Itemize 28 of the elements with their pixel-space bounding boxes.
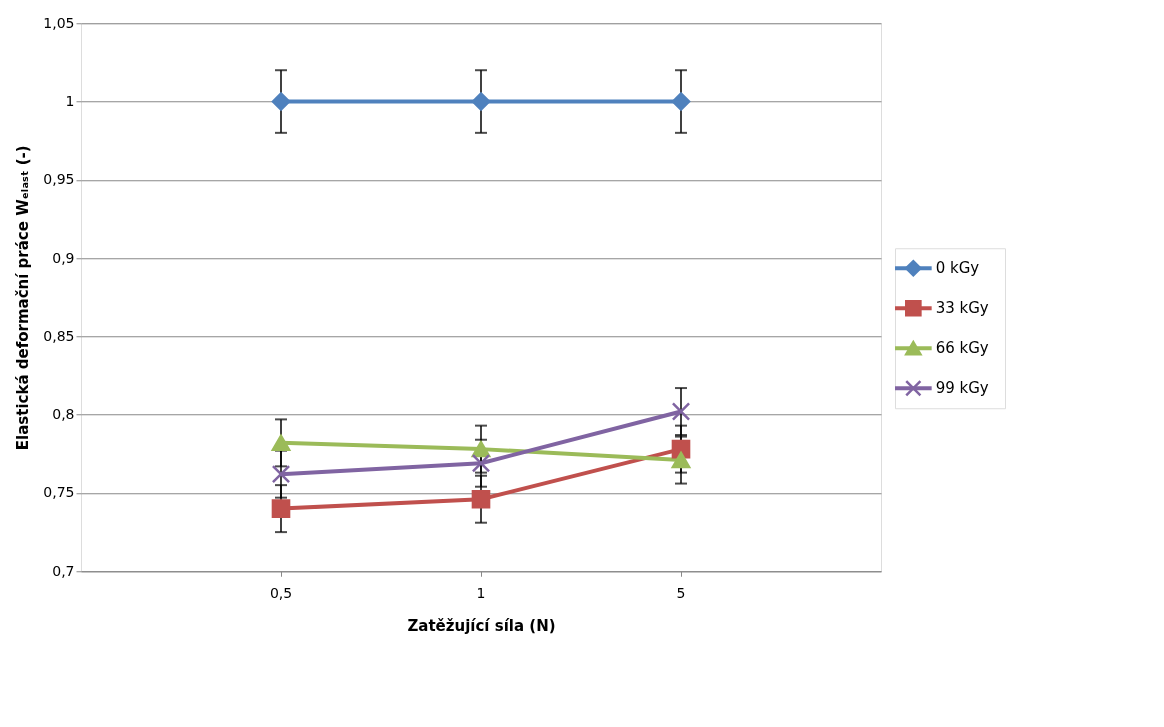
point xyxy=(471,92,491,111)
legend-label: 66 kGy xyxy=(935,339,989,358)
point xyxy=(471,489,491,509)
legend-label: 33 kGy xyxy=(935,299,989,318)
x-tick-label: 1 xyxy=(476,584,486,601)
y-tick-label: 0,7 xyxy=(52,562,75,579)
x-axis-title: Zatěžující síla (N) xyxy=(407,616,556,635)
y-tick-label: 1 xyxy=(65,93,75,110)
x-tick-label: 5 xyxy=(676,584,686,601)
legend-label: 99 kGy xyxy=(935,379,989,398)
y-tick-label: 0,85 xyxy=(43,327,75,344)
point xyxy=(671,451,691,469)
point xyxy=(471,453,491,473)
point xyxy=(271,464,291,484)
point xyxy=(271,499,291,518)
y-tick-label: 0,8 xyxy=(52,406,75,423)
legend-label: 0 kGy xyxy=(935,259,980,278)
x-tick-label: 0,5 xyxy=(269,584,293,601)
y-tick-label: 0,75 xyxy=(43,484,75,501)
y-axis-title: Elastická deformační práce Wₑₗₐₛₜ (-) xyxy=(14,145,33,451)
point xyxy=(271,434,291,452)
y-tick-label: 1,05 xyxy=(43,14,75,31)
point xyxy=(671,402,691,421)
y-tick-label: 0,95 xyxy=(43,171,75,188)
y-tick-label: 0,9 xyxy=(52,249,75,266)
point xyxy=(471,440,491,458)
point xyxy=(271,92,291,111)
point xyxy=(671,92,691,111)
